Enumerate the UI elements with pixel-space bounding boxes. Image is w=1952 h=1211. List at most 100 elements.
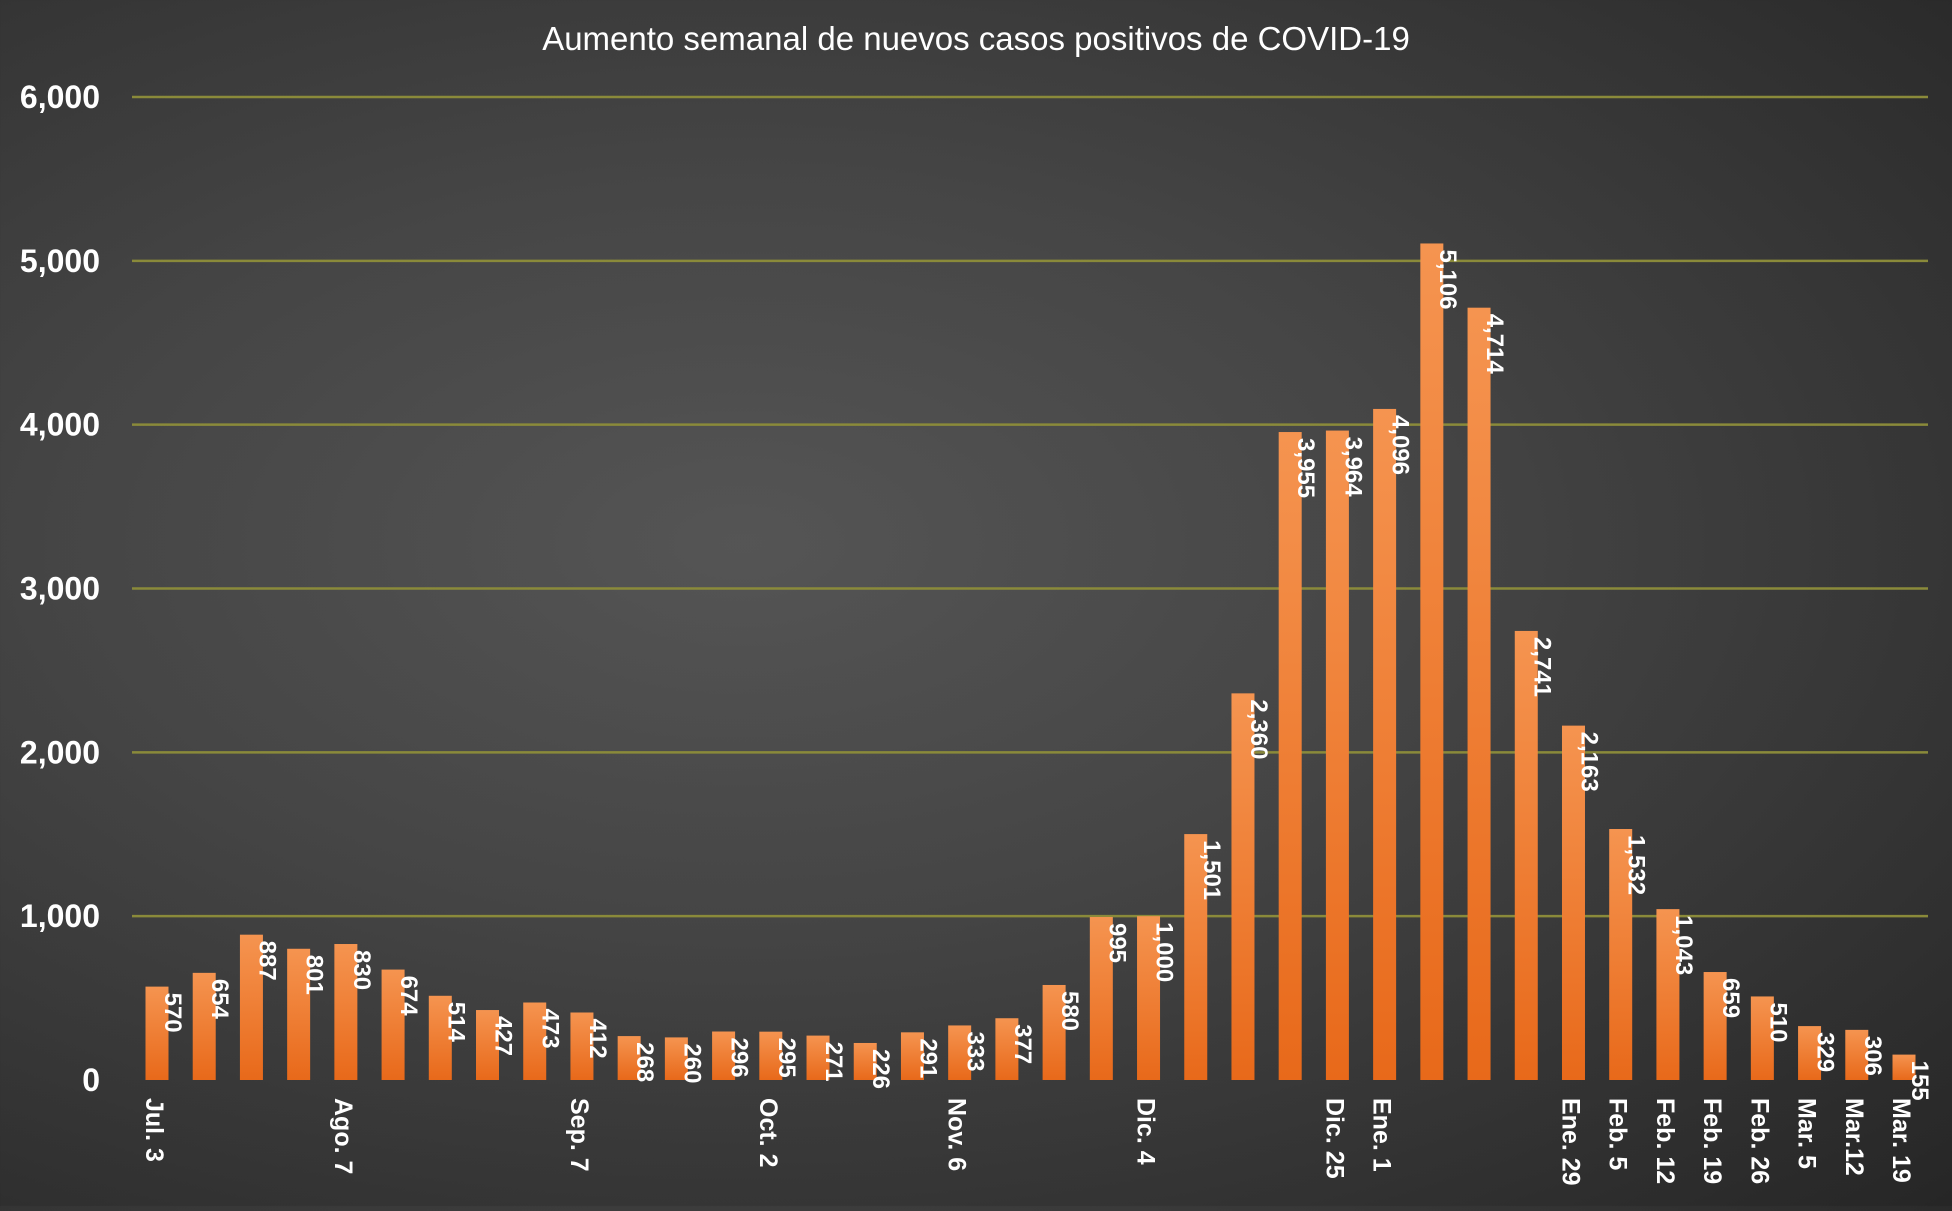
data-label: 1,532 [1623,835,1650,895]
bar [806,1035,830,1080]
bar [1467,307,1491,1080]
bar [1184,834,1208,1080]
y-tick-label: 1,000 [20,898,100,934]
x-tick-label: Mar. 19 [1887,1098,1915,1183]
bar [1231,693,1255,1080]
data-label: 5,106 [1434,249,1461,309]
bar [1561,725,1585,1080]
bar [1137,916,1161,1080]
y-tick-label: 5,000 [20,243,100,279]
data-label: 514 [442,1002,469,1043]
bar [948,1025,972,1080]
bars [145,243,1916,1081]
data-label: 296 [726,1038,753,1078]
data-label: 271 [820,1042,847,1082]
data-label: 4,714 [1481,314,1508,375]
x-axis-ticks: Jul. 3 Ago. 7 Sep. 7 Oct. 2 Nov. 6 Dic. 4 Dic.… [140,1098,1915,1186]
bar [759,1031,783,1080]
bar [617,1036,641,1080]
bar [1892,1054,1916,1080]
y-tick-label: 2,000 [20,734,100,770]
bar [1656,909,1680,1080]
bar [1609,829,1633,1080]
bar [192,972,216,1080]
bar [145,986,169,1080]
x-tick-label: Ene. 1 [1368,1098,1396,1172]
data-label: 510 [1764,1002,1791,1042]
x-tick-label: Dic. 4 [1132,1098,1160,1165]
y-tick-label: 3,000 [20,571,100,607]
bar [900,1032,924,1080]
data-label: 1,043 [1670,915,1697,975]
x-tick-label: Feb. 5 [1604,1098,1632,1170]
data-label: 306 [1859,1036,1886,1076]
x-tick-label: Feb. 12 [1651,1098,1679,1184]
chart-title: Aumento semanal de nuevos casos positivo… [542,20,1410,57]
data-label: 268 [631,1042,658,1082]
data-label: 260 [678,1043,705,1083]
x-tick-label: Ene. 29 [1556,1098,1584,1186]
x-tick-label: Feb. 19 [1698,1098,1726,1184]
data-label: 291 [914,1038,941,1078]
data-label: 995 [1103,923,1130,963]
data-label: 2,163 [1575,732,1602,792]
bar [1042,984,1066,1080]
data-label: 473 [537,1009,564,1049]
bar [1750,996,1774,1080]
x-tick-label: Ago. 7 [329,1098,357,1174]
bar [381,969,405,1080]
value-labels: 570 654 887 801 830 674 514 427 473 412 268 260 296 2… [159,249,1933,1100]
y-tick-label: 0 [82,1062,100,1098]
data-label: 801 [301,955,328,995]
data-label: 887 [253,941,280,981]
data-label: 4,096 [1387,415,1414,475]
x-tick-label: Oct. 2 [754,1098,782,1167]
data-label: 329 [1812,1032,1839,1072]
data-label: 412 [584,1019,611,1059]
data-label: 1,501 [1198,840,1225,900]
y-tick-label: 6,000 [20,79,100,115]
data-label: 580 [1056,991,1083,1031]
data-label: 659 [1717,978,1744,1018]
data-label: 3,964 [1339,437,1366,498]
bar [1089,916,1113,1080]
y-axis-ticks: 0 1,000 2,000 3,000 4,000 5,000 6,000 [20,79,100,1098]
x-tick-label: Mar.12 [1840,1098,1868,1176]
bar [1514,630,1538,1080]
bar [287,948,311,1080]
bar [1278,432,1302,1080]
bar [1420,243,1444,1081]
bar [1798,1026,1822,1080]
bar [476,1010,500,1080]
bar [853,1042,877,1080]
data-label: 3,955 [1292,438,1319,498]
data-label: 427 [490,1016,517,1056]
bar [334,944,358,1080]
x-tick-label: Feb. 26 [1745,1098,1773,1184]
x-tick-label: Dic. 25 [1320,1098,1348,1179]
data-label: 654 [206,979,233,1020]
bar [995,1018,1019,1080]
bar [1703,972,1727,1080]
data-label: 830 [348,950,375,990]
data-label: 570 [159,993,186,1033]
data-label: 226 [867,1049,894,1089]
bar [1373,408,1397,1080]
bar [1325,430,1349,1080]
data-label: 377 [1009,1024,1036,1064]
data-label: 295 [773,1038,800,1078]
y-tick-label: 4,000 [20,407,100,443]
data-label: 155 [1906,1061,1933,1101]
bar [712,1031,736,1080]
bar [570,1012,594,1080]
data-label: 333 [962,1031,989,1071]
bar [1845,1029,1869,1080]
bar [664,1037,688,1080]
data-label: 1,000 [1151,922,1178,982]
x-tick-label: Sep. 7 [565,1098,593,1172]
data-label: 674 [395,976,422,1017]
bar [239,934,263,1080]
bar [523,1002,547,1080]
